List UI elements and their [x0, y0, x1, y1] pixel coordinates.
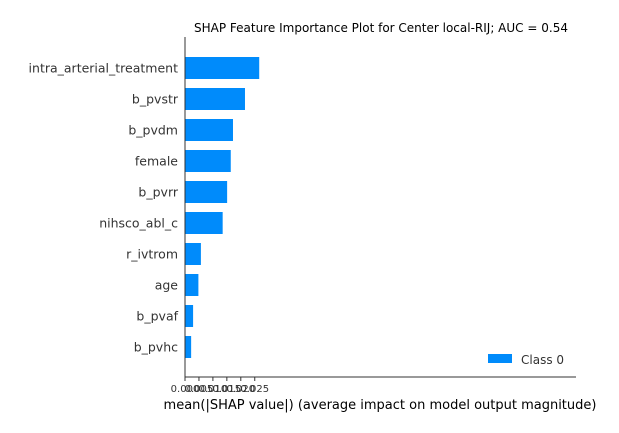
bar-b_pvaf [185, 305, 194, 327]
bar-b_pvrr [185, 181, 228, 203]
category-label: b_pvhc [134, 340, 178, 355]
x-tick-label: 0.020 [226, 384, 255, 395]
bar-b_pvdm [185, 119, 233, 141]
category-label: female [135, 154, 178, 169]
category-label: age [155, 278, 179, 293]
bar-r_ivtrom [185, 243, 201, 265]
category-label: b_pvdm [128, 123, 178, 138]
bar-intra_arterial_treatment [185, 57, 260, 79]
x-tick-label: 0.000 [171, 384, 200, 395]
x-tick-label: 0.015 [213, 384, 242, 395]
x-axis-label: mean(|SHAP value|) (average impact on mo… [164, 398, 597, 413]
legend-swatch [488, 354, 512, 363]
chart-title: SHAP Feature Importance Plot for Center … [194, 21, 568, 35]
category-label: b_pvstr [132, 92, 179, 107]
x-tick-label: 0.005 [185, 384, 214, 395]
bars-group [185, 57, 260, 358]
category-label: intra_arterial_treatment [29, 61, 179, 76]
category-label: b_pvrr [138, 185, 178, 200]
category-label: nihsco_abl_c [99, 216, 178, 231]
category-label: b_pvaf [136, 309, 178, 324]
bar-nihsco_abl_c [185, 212, 223, 234]
x-tick-label: 0.025 [240, 384, 269, 395]
bar-b_pvstr [185, 88, 245, 110]
category-label: r_ivtrom [126, 247, 178, 262]
x-tick-label: 0.010 [199, 384, 228, 395]
bar-b_pvhc [185, 336, 192, 358]
legend-label: Class 0 [521, 353, 564, 367]
category-labels: intra_arterial_treatment b_pvstr b_pvdmfem… [29, 61, 179, 355]
bar-age [185, 274, 199, 296]
bar-female [185, 150, 231, 172]
legend: Class 0 [488, 353, 564, 367]
